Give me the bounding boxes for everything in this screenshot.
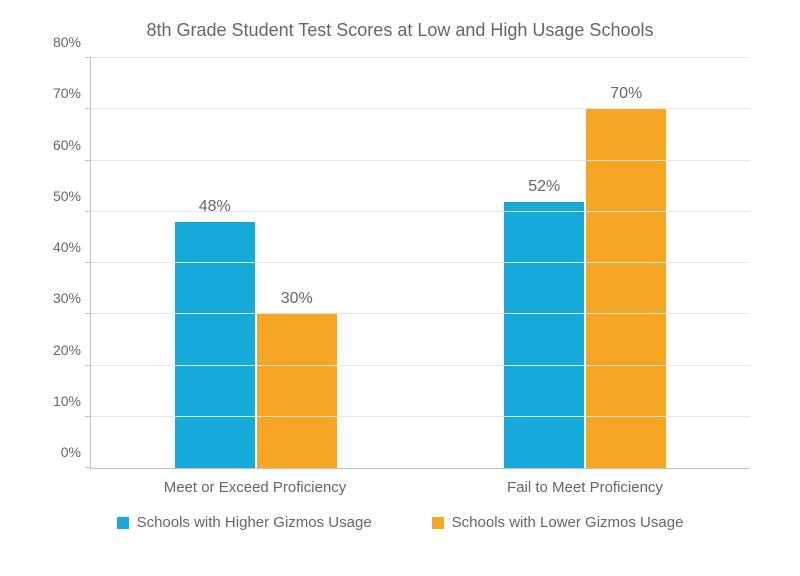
legend-label: Schools with Lower Gizmos Usage [452,514,684,531]
ytick-mark [85,262,91,263]
bar-lower: 70% [586,109,666,468]
gridline [91,57,750,58]
gridline [91,108,750,109]
legend: Schools with Higher Gizmos Usage Schools … [30,514,770,531]
gridline [91,365,750,366]
chart-container: 8th Grade Student Test Scores at Low and… [0,0,800,576]
gridline [91,313,750,314]
ytick-mark [85,57,91,58]
bar-higher: 48% [175,222,255,468]
ytick-mark [85,467,91,468]
legend-item-lower: Schools with Lower Gizmos Usage [432,514,684,531]
ytick-mark [85,365,91,366]
ytick-label: 80% [53,34,91,50]
legend-swatch [117,517,129,529]
ytick-mark [85,313,91,314]
bar-value-label: 30% [281,290,313,314]
ytick-mark [85,416,91,417]
ytick-label: 0% [61,444,91,460]
ytick-label: 30% [53,290,91,306]
x-axis-categories: Meet or Exceed ProficiencyFail to Meet P… [90,479,750,496]
ytick-label: 60% [53,137,91,153]
chart-title: 8th Grade Student Test Scores at Low and… [30,20,770,41]
gridline [91,160,750,161]
bar-higher: 52% [504,202,584,469]
legend-item-higher: Schools with Higher Gizmos Usage [117,514,372,531]
legend-label: Schools with Higher Gizmos Usage [137,514,372,531]
bar-group: 48%30% [91,59,421,468]
bar-groups: 48%30%52%70% [91,59,750,468]
ytick-label: 10% [53,393,91,409]
x-category-label: Fail to Meet Proficiency [420,479,750,496]
ytick-label: 50% [53,188,91,204]
ytick-label: 70% [53,85,91,101]
ytick-label: 20% [53,342,91,358]
bar-value-label: 70% [610,85,642,109]
gridline [91,211,750,212]
ytick-mark [85,211,91,212]
bar-group: 52%70% [421,59,751,468]
ytick-mark [85,108,91,109]
ytick-mark [85,160,91,161]
plot-area: 48%30%52%70% 0%10%20%30%40%50%60%70%80% [90,59,750,469]
x-category-label: Meet or Exceed Proficiency [90,479,420,496]
bar-lower: 30% [257,314,337,468]
gridline [91,416,750,417]
bar-value-label: 52% [528,178,560,202]
gridline [91,262,750,263]
ytick-label: 40% [53,239,91,255]
legend-swatch [432,517,444,529]
